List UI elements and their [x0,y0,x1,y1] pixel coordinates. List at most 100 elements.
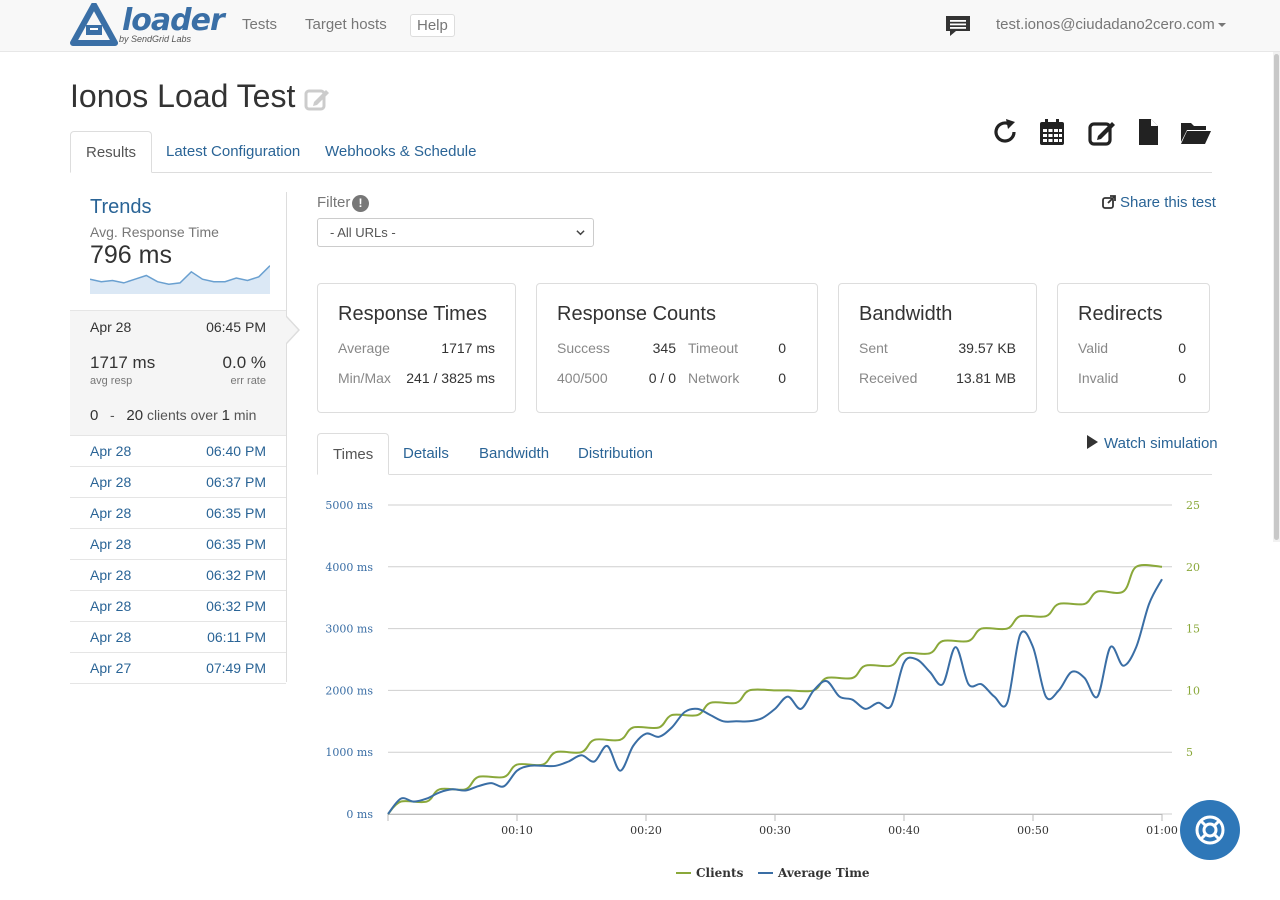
info-icon[interactable]: ! [352,195,369,212]
clients-dash: - [110,407,115,423]
current-err-rate: 0.0 % [222,353,266,372]
tab-distribution[interactable]: Distribution [578,445,654,462]
run-time[interactable]: 06:32 PM [206,567,266,583]
y-left-tick-label: 4000 ms [325,561,373,574]
timeout-label: Timeout [688,340,739,356]
brand-logo[interactable]: loader by SendGrid Labs [70,2,225,47]
tab-webhooks-schedule[interactable]: Webhooks & Schedule [325,143,477,160]
error-label: 400/500 [557,370,608,386]
success-label: Success [557,340,610,356]
run-date[interactable]: Apr 28 [90,567,132,583]
run-row[interactable]: Apr 28 06:32 PM [70,591,286,622]
y-right-tick-label: 15 [1186,623,1200,636]
trends-title[interactable]: Trends [90,196,152,218]
current-run-date: Apr 28 [90,319,132,335]
folder-open-icon[interactable] [1180,117,1212,147]
nav-target-hosts[interactable]: Target hosts [305,16,387,33]
tab-latest-configuration[interactable]: Latest Configuration [166,143,301,160]
y-left-tick-label: 0 ms [346,808,373,821]
tab-times[interactable]: Times [317,433,390,475]
filter-label: Filter [317,194,351,211]
share-icon [1102,195,1116,209]
refresh-icon[interactable] [990,117,1020,147]
legend-label-clients: Clients [696,866,744,880]
x-tick-label: 00:10 [501,824,533,837]
y-left-tick-label: 3000 ms [325,623,373,636]
tab-details[interactable]: Details [403,445,449,462]
run-time[interactable]: 06:40 PM [206,443,266,459]
card-title: Response Counts [557,303,716,325]
error-value: 0 / 0 [648,370,676,386]
times-chart: 0 ms 1000 ms 2000 ms 3000 ms 4000 ms 5000 ms 5… [325,499,1200,880]
watch-label: Watch simulation [1104,435,1218,452]
run-date[interactable]: Apr 27 [90,660,132,676]
y-right-tick-label: 5 [1186,746,1193,759]
run-date[interactable]: Apr 28 [90,505,132,521]
run-row[interactable]: Apr 28 06:35 PM [70,498,286,529]
run-time[interactable]: 06:32 PM [206,598,266,614]
sent-label: Sent [859,340,888,356]
sparkline-area [90,265,270,294]
run-time[interactable]: 06:35 PM [206,536,266,552]
sparkline-line [90,265,270,285]
sent-value: 39.57 KB [958,340,1016,356]
run-date[interactable]: Apr 28 [90,443,132,459]
run-date[interactable]: Apr 28 [90,598,132,614]
clients-from: 0 [90,407,99,424]
url-filter-select[interactable]: - All URLs - [317,218,594,247]
chat-icon[interactable] [944,14,972,38]
x-tick-label: 00:20 [630,824,662,837]
response-counts-card: Response Counts Success 345 Timeout 0 40… [536,283,818,413]
run-time[interactable]: 06:35 PM [206,505,266,521]
tab-results[interactable]: Results [70,131,153,173]
share-label: Share this test [1120,194,1216,211]
run-row[interactable]: Apr 28 06:32 PM [70,560,286,591]
clients-series-line [387,563,1163,815]
run-date[interactable]: Apr 28 [90,536,132,552]
run-time[interactable]: 06:11 PM [207,629,266,645]
play-icon [1087,435,1098,449]
run-time[interactable]: 07:49 PM [206,660,266,676]
valid-value: 0 [1178,340,1186,356]
y-right-tick-label: 20 [1186,561,1200,574]
page-title: Ionos Load Test [70,78,296,114]
nav-tests[interactable]: Tests [242,16,278,33]
user-email: test.ionos@ciudadano2cero.com [996,16,1215,33]
document-icon[interactable] [1133,117,1163,147]
previous-runs-list: Apr 28 06:40 PM Apr 28 06:37 PM Apr 28 06:3… [70,436,286,684]
edit-title-icon[interactable] [304,86,330,112]
average-time-series-line [387,578,1163,815]
watch-simulation-link[interactable]: Watch simulation [1087,435,1218,452]
edit-icon[interactable] [1087,117,1117,147]
run-row[interactable]: Apr 28 06:11 PM [70,622,286,653]
run-row[interactable]: Apr 28 06:37 PM [70,467,286,498]
duration-value: 1 [221,407,230,424]
run-row[interactable]: Apr 27 07:49 PM [70,653,286,684]
run-date[interactable]: Apr 28 [90,629,132,645]
run-row[interactable]: Apr 28 06:35 PM [70,529,286,560]
selection-arrow-fill [286,317,298,343]
share-test-link[interactable]: Share this test [1102,194,1216,211]
run-time[interactable]: 06:37 PM [206,474,266,490]
run-date[interactable]: Apr 28 [90,474,132,490]
y-right-tick-label: 10 [1186,684,1200,697]
bandwidth-card: Bandwidth Sent 39.57 KB Received 13.81 M… [838,283,1037,413]
card-title: Redirects [1078,303,1163,325]
calendar-icon[interactable] [1037,117,1067,147]
avg-resp-label: avg resp [90,375,133,387]
clients-summary: 0 - 20 clients over 1 min [90,407,256,424]
invalid-value: 0 [1178,370,1186,386]
x-tick-label: 00:40 [888,824,920,837]
minmax-value: 241 / 3825 ms [406,370,495,386]
brand-name: loader [122,3,225,38]
response-times-card: Response Times Average 1717 ms Min/Max 2… [317,283,516,413]
scrollbar-thumb[interactable] [1274,54,1279,540]
trend-sparkline [90,265,270,294]
nav-help[interactable]: Help [410,14,455,37]
valid-label: Valid [1078,340,1109,356]
tab-bandwidth[interactable]: Bandwidth [479,445,550,462]
help-bubble[interactable] [1180,800,1240,860]
run-row[interactable]: Apr 28 06:40 PM [70,436,286,467]
average-label: Average [338,340,390,356]
user-menu-dropdown[interactable]: test.ionos@ciudadano2cero.com [996,16,1226,33]
